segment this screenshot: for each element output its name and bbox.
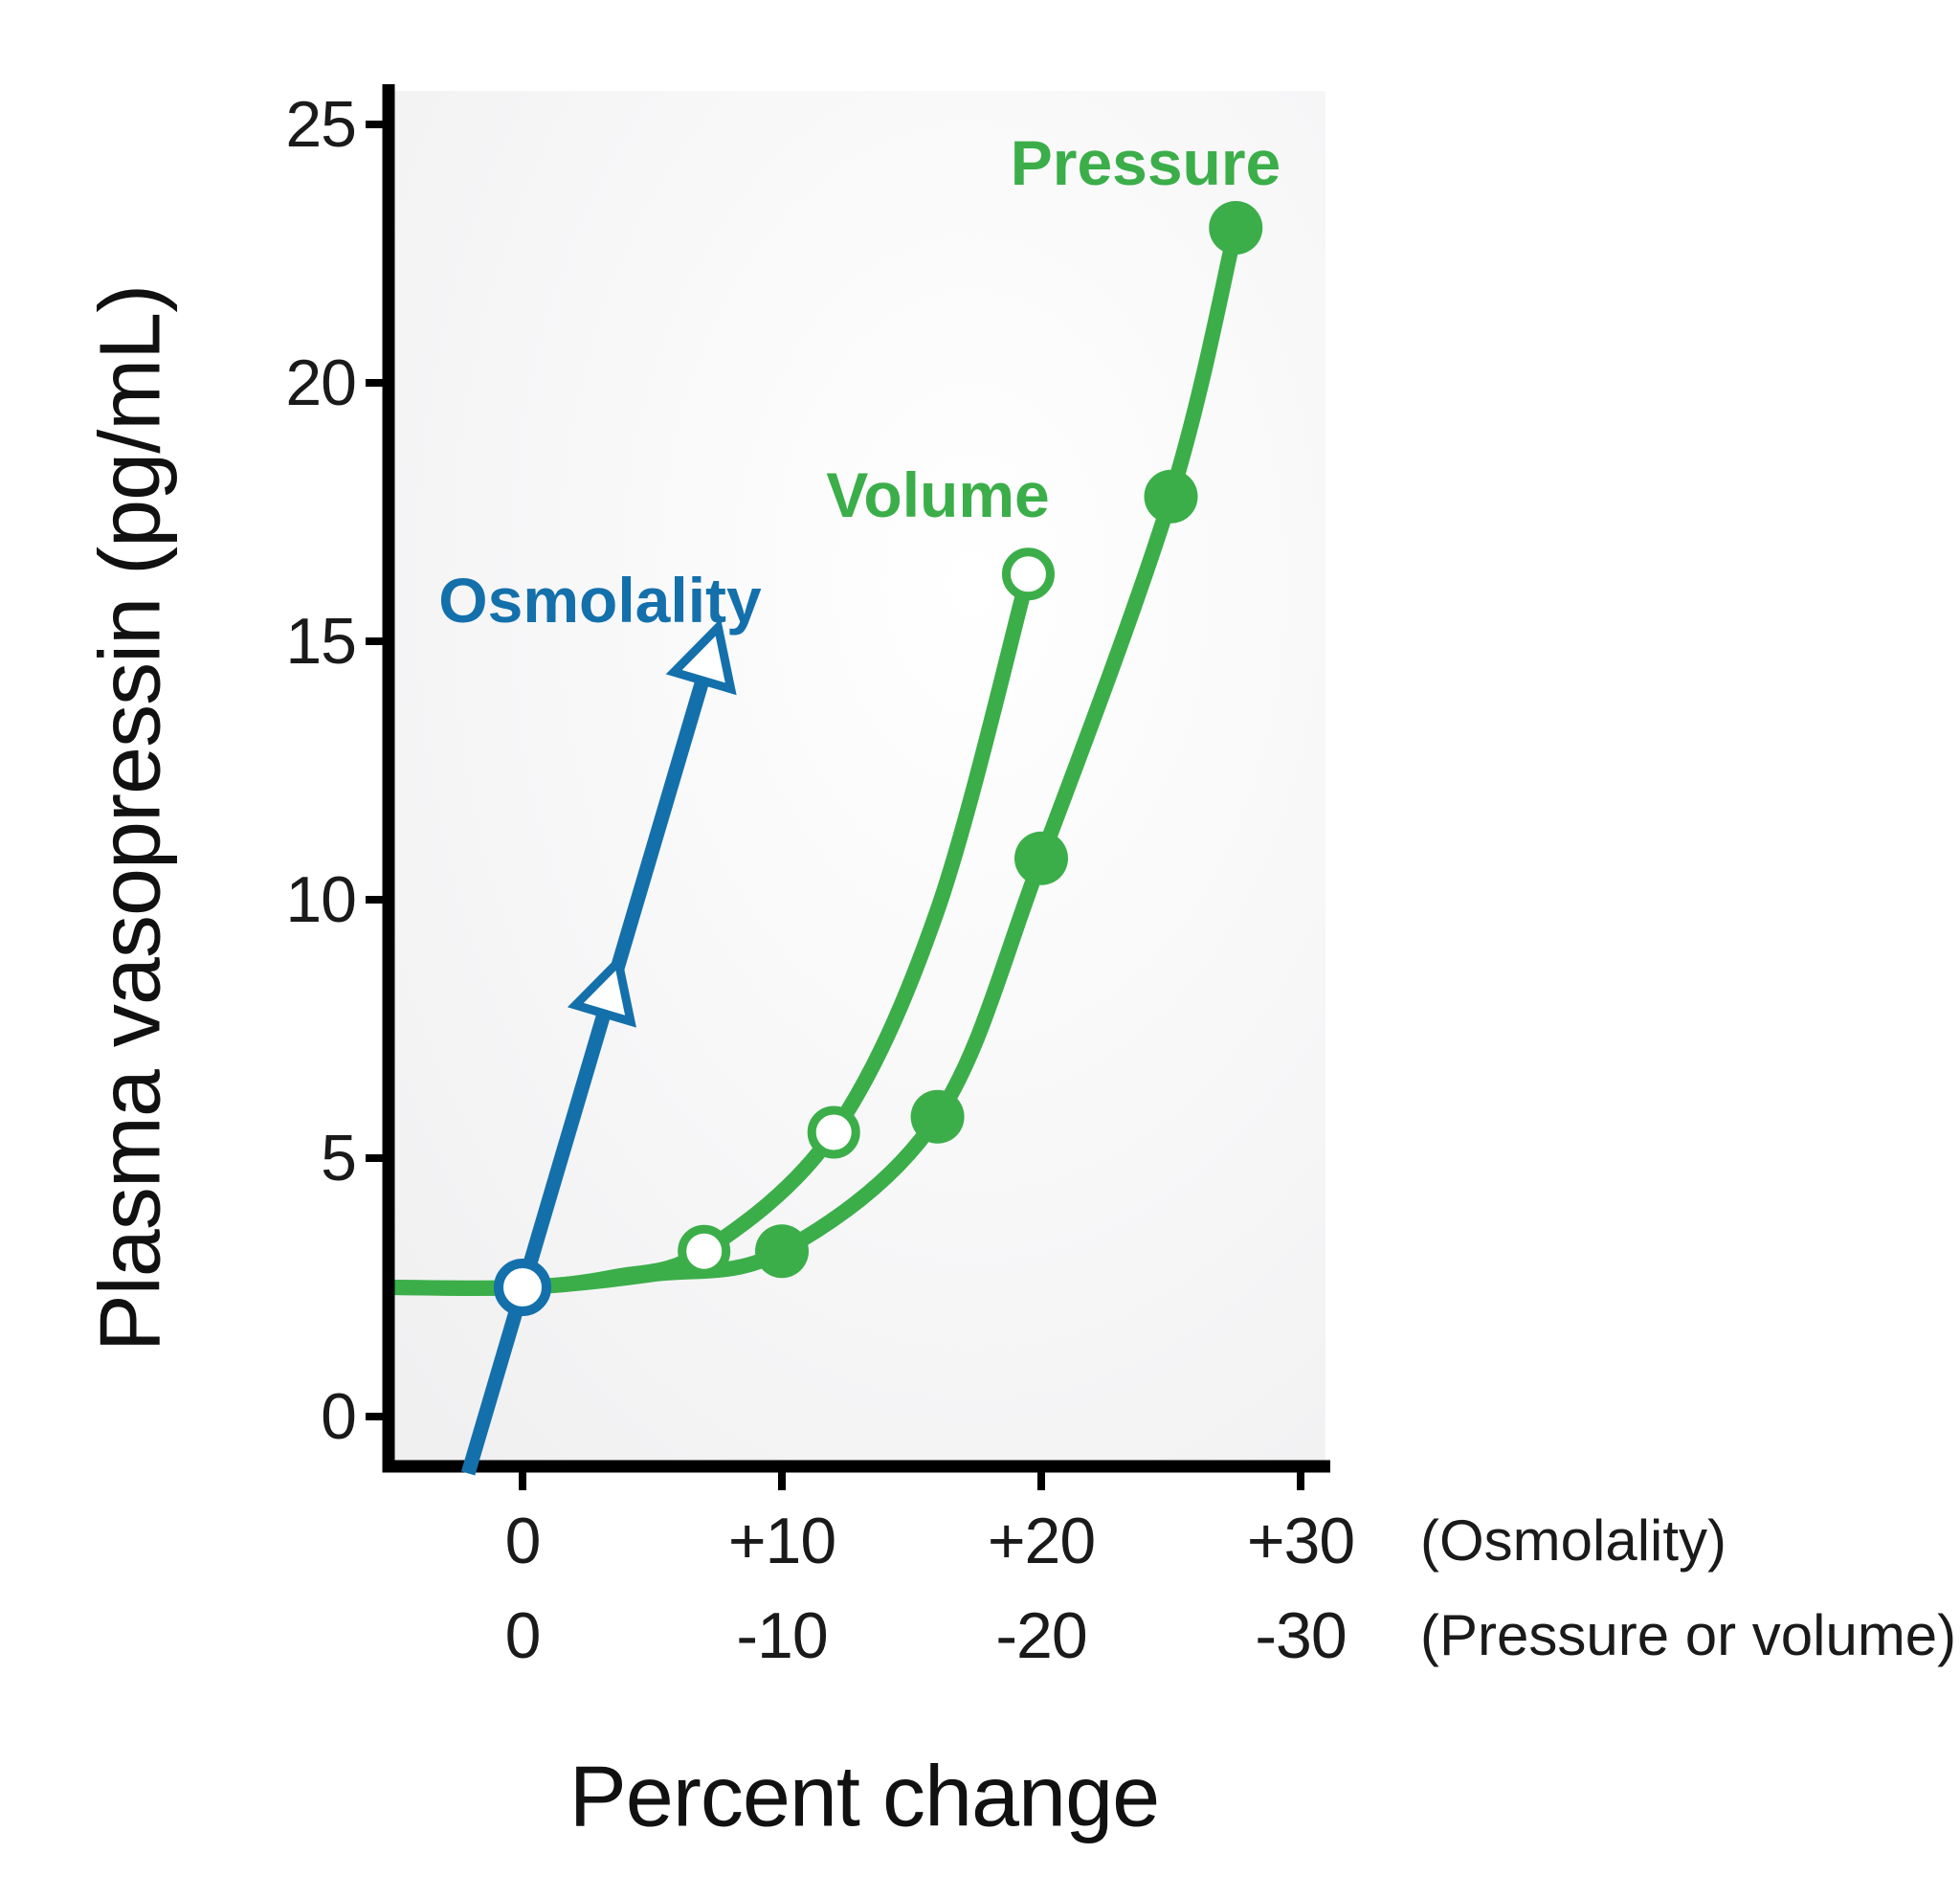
pressure-data-point: [1209, 201, 1263, 255]
x-tick-label-pressure_or_volume: -20: [995, 1599, 1087, 1672]
osmolality-series-label: Osmolality: [438, 565, 762, 636]
y-tick-label: 25: [285, 88, 357, 161]
y-tick-label: 0: [321, 1380, 357, 1453]
pressure-data-point: [910, 1089, 965, 1144]
plot-background: [394, 91, 1325, 1461]
y-tick-label: 20: [285, 346, 357, 419]
x-tick-label-osmolality: +20: [987, 1505, 1096, 1577]
y-tick-label: 10: [285, 863, 357, 936]
pressure-data-point: [1014, 831, 1068, 885]
volume-data-point: [1001, 547, 1055, 601]
x-tick-label-pressure_or_volume: 0: [504, 1599, 542, 1672]
shared-origin-data-point: [494, 1259, 551, 1316]
x-tick-label-osmolality: +30: [1246, 1505, 1355, 1577]
pressure-volume-axis-note: (Pressure or volume): [1420, 1603, 1957, 1667]
y-tick-label: 5: [321, 1122, 357, 1195]
y-tick-label: 15: [285, 605, 357, 678]
pressure-data-point: [1144, 469, 1198, 524]
volume-data-point: [678, 1224, 731, 1278]
volume-series-label: Volume: [826, 459, 1050, 530]
osmolality-line: [460, 671, 712, 1476]
x-tick-label-osmolality: +10: [727, 1505, 836, 1577]
pressure-data-point: [755, 1224, 809, 1279]
pressure-series-label: Pressure: [1010, 127, 1281, 198]
osmolality-data-point: [567, 952, 636, 1028]
x-tick-label-pressure_or_volume: -30: [1255, 1599, 1347, 1672]
x-tick-label-pressure_or_volume: -10: [736, 1599, 828, 1672]
x-axis-title: Percent change: [568, 1749, 1160, 1845]
volume-data-point: [807, 1105, 860, 1159]
x-tick-label-osmolality: 0: [504, 1505, 542, 1577]
osmolality-axis-note: (Osmolality): [1420, 1508, 1727, 1573]
osmolality-arrowhead: [665, 618, 737, 696]
